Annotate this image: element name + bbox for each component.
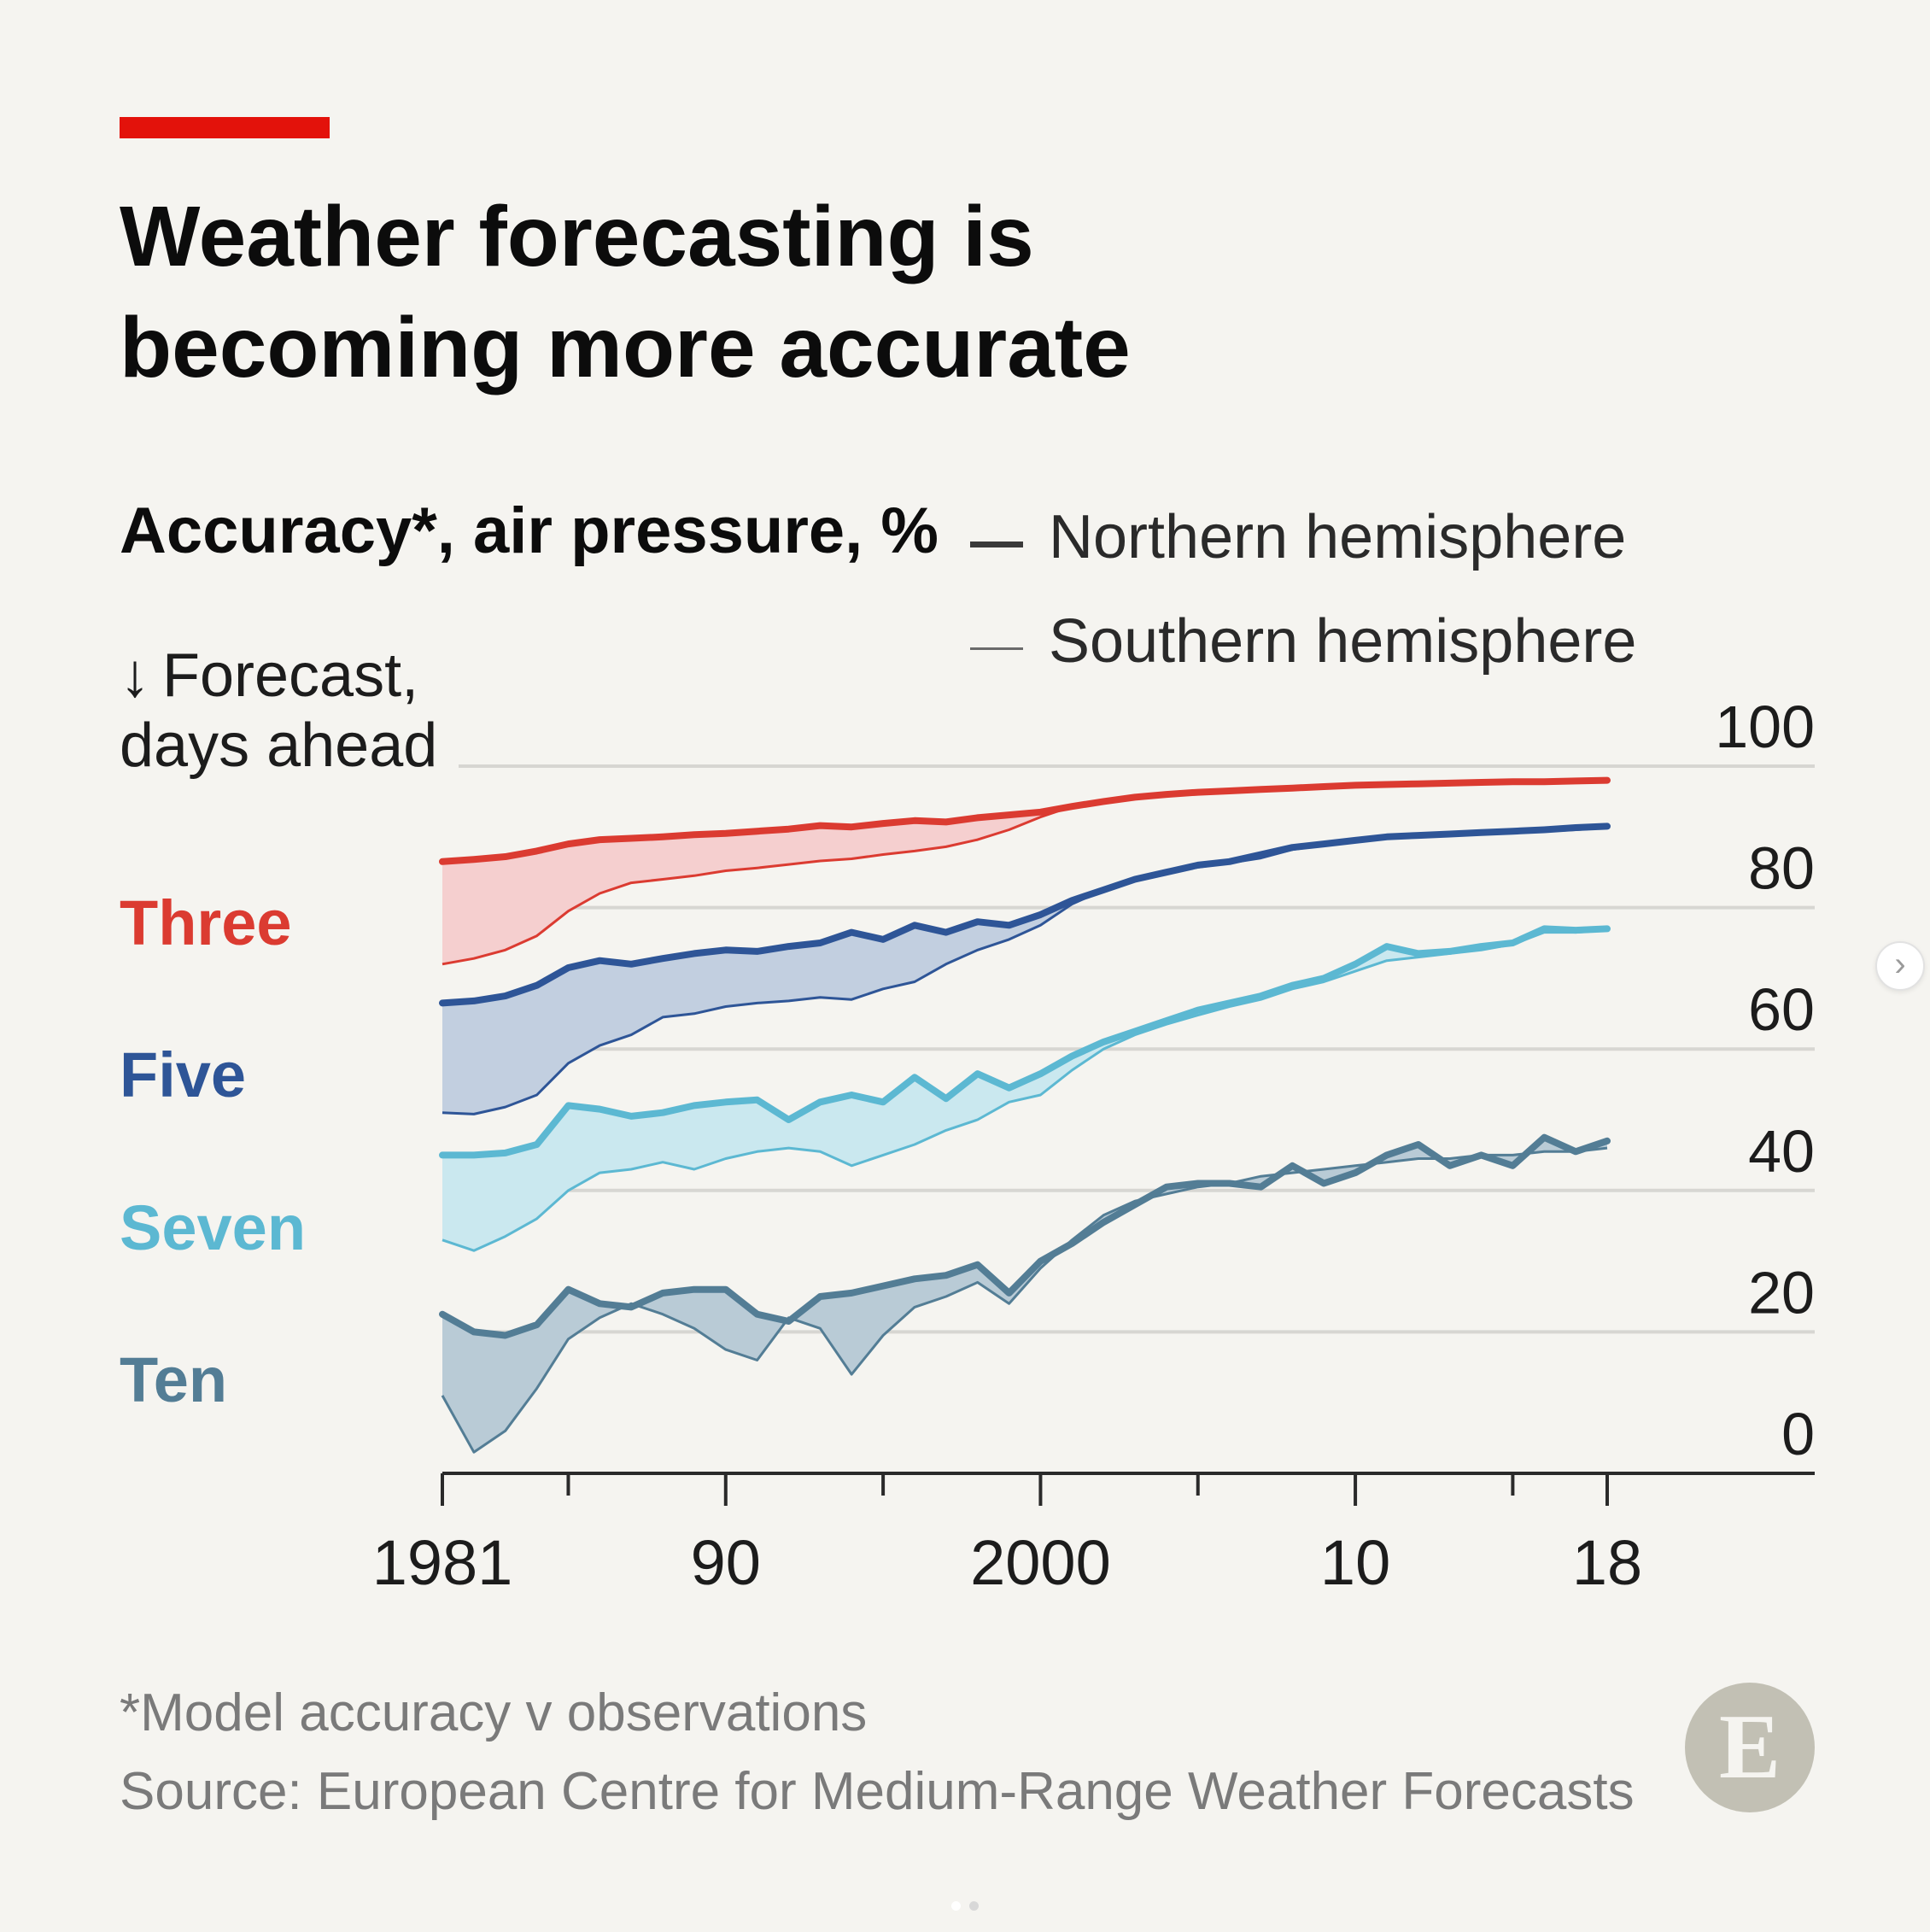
footnote: *Model accuracy v observations xyxy=(120,1683,868,1742)
down-arrow-icon: ↓ xyxy=(120,641,150,710)
series-line-five-northern xyxy=(439,823,1611,1007)
legend: Northern hemisphere Southern hemisphere xyxy=(970,495,1636,700)
y-tick-label-60: 60 xyxy=(1748,976,1815,1043)
x-tick-label-2018: 18 xyxy=(1572,1527,1642,1598)
x-tick-label-1990: 90 xyxy=(691,1527,761,1598)
series-label-three: Three xyxy=(120,887,292,958)
y-tick-label-40: 40 xyxy=(1748,1118,1815,1185)
x-tick-label-2000: 2000 xyxy=(970,1527,1111,1598)
carousel-pager xyxy=(951,1901,979,1911)
legend-label-southern: Southern hemisphere xyxy=(1049,607,1637,676)
source-note: Source: European Centre for Medium-Range… xyxy=(120,1762,1635,1821)
series-line-seven-northern xyxy=(439,925,1611,1159)
pager-dot-active[interactable] xyxy=(951,1901,961,1911)
series-band-ten xyxy=(442,1137,1607,1453)
series-band-seven xyxy=(442,928,1607,1251)
y-tick-label-100: 100 xyxy=(1715,694,1815,760)
x-tick-label-2010: 10 xyxy=(1320,1527,1390,1598)
y-axis-label-line-1: Forecast, xyxy=(162,641,419,710)
series-band-three xyxy=(442,780,1607,964)
series-band-five xyxy=(442,826,1607,1115)
economist-logo: E xyxy=(1685,1683,1815,1812)
legend-item-southern: Southern hemisphere xyxy=(970,596,1636,700)
accent-bar xyxy=(120,117,330,138)
title-line-1: Weather forecasting is xyxy=(120,189,1034,284)
y-tick-label-0: 0 xyxy=(1781,1401,1815,1467)
chevron-right-icon: › xyxy=(1894,946,1906,983)
y-tick-label-20: 20 xyxy=(1748,1259,1815,1326)
chart-title: Weather forecasting is becoming more accu… xyxy=(120,181,1401,403)
chart-subtitle: Accuracy*, air pressure, % xyxy=(120,495,939,567)
y-axis-label: ↓ Forecast, days ahead xyxy=(120,641,437,781)
y-axis-label-line-2: days ahead xyxy=(120,711,438,780)
legend-item-northern: Northern hemisphere xyxy=(970,492,1636,596)
title-line-2: becoming more accurate xyxy=(120,300,1131,395)
legend-swatch-thick xyxy=(970,541,1023,547)
series-line-ten-northern xyxy=(439,1133,1611,1339)
series-label-ten: Ten xyxy=(120,1344,228,1415)
series-label-seven: Seven xyxy=(120,1192,307,1263)
series-label-five: Five xyxy=(120,1039,247,1110)
x-tick-label-1981: 1981 xyxy=(372,1527,513,1598)
series-line-three-northern xyxy=(439,776,1611,865)
legend-swatch-thin xyxy=(970,647,1023,650)
pager-dot[interactable] xyxy=(969,1901,979,1911)
legend-label-northern: Northern hemisphere xyxy=(1049,503,1627,571)
series-line-seven-southern xyxy=(442,928,1608,1252)
series-line-ten-southern xyxy=(441,1146,1608,1454)
y-tick-label-80: 80 xyxy=(1748,835,1815,902)
next-slide-button[interactable]: › xyxy=(1875,941,1925,991)
